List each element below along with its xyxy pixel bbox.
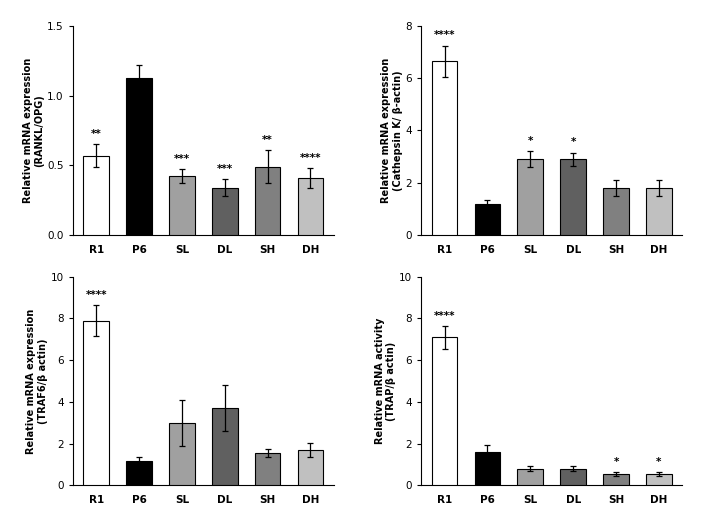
Bar — [298, 178, 323, 235]
Bar — [560, 159, 586, 235]
Bar — [646, 474, 672, 485]
Text: *: * — [528, 136, 533, 146]
Bar — [126, 78, 152, 235]
Text: ****: **** — [434, 30, 455, 40]
Bar — [432, 61, 457, 235]
Text: ***: *** — [174, 155, 190, 164]
Bar — [475, 204, 500, 235]
Y-axis label: Relative mRNA activity
(TRAP/β actin): Relative mRNA activity (TRAP/β actin) — [375, 318, 396, 444]
Bar — [126, 461, 152, 485]
Y-axis label: Relative mRNA expression
(Cathepsin K/ β-actin): Relative mRNA expression (Cathepsin K/ β… — [381, 58, 403, 203]
Bar — [212, 408, 237, 485]
Text: ****: **** — [86, 290, 107, 300]
Bar — [212, 187, 237, 235]
Bar — [603, 188, 629, 235]
Bar — [646, 188, 672, 235]
Bar — [169, 176, 195, 235]
Bar — [432, 337, 457, 485]
Bar — [518, 159, 543, 235]
Bar — [560, 469, 586, 485]
Bar — [603, 474, 629, 485]
Bar — [298, 450, 323, 485]
Text: ****: **** — [300, 153, 321, 163]
Text: *: * — [656, 457, 661, 467]
Bar — [255, 453, 280, 485]
Bar — [169, 423, 195, 485]
Text: *: * — [571, 137, 576, 147]
Bar — [518, 469, 543, 485]
Text: *: * — [613, 457, 619, 467]
Text: **: ** — [91, 129, 102, 139]
Text: **: ** — [262, 135, 273, 145]
Bar — [83, 321, 109, 485]
Bar — [475, 452, 500, 485]
Text: ****: **** — [434, 311, 455, 321]
Y-axis label: Relative mRNA expression
(TRAF6/β actin): Relative mRNA expression (TRAF6/β actin) — [26, 309, 48, 454]
Y-axis label: Relative mRNA expression
(RANKL/OPG): Relative mRNA expression (RANKL/OPG) — [23, 58, 44, 203]
Bar — [255, 167, 280, 235]
Bar — [83, 156, 109, 235]
Text: ***: *** — [216, 164, 233, 174]
